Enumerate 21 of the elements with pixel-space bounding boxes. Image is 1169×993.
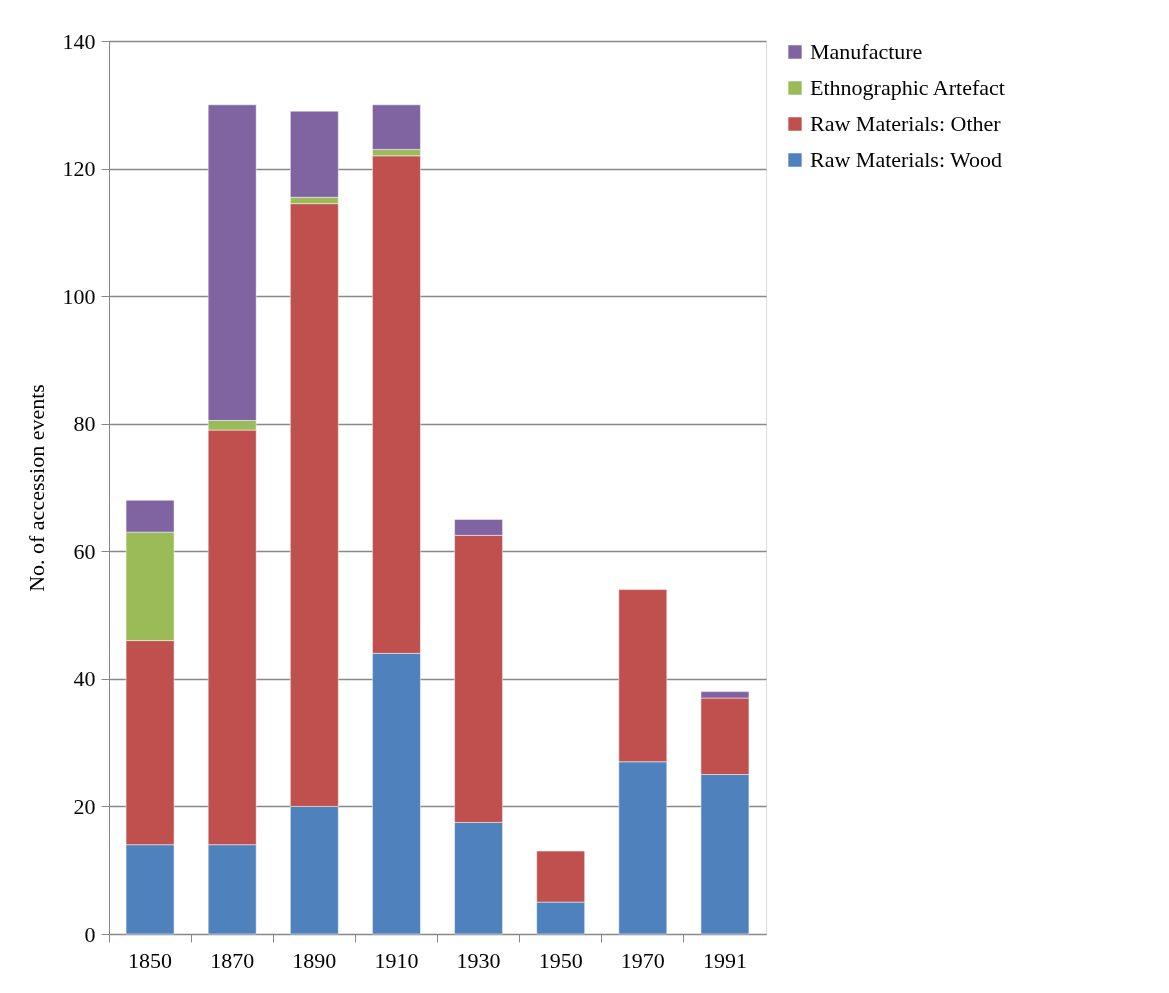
y-tick-label: 0 [84, 921, 96, 947]
x-tick-label: 1910 [374, 947, 419, 973]
x-tick-label: 1991 [702, 947, 747, 973]
x-tick-label: 1870 [210, 947, 255, 973]
legend-label: Raw Materials: Wood [810, 147, 1003, 172]
x-tick-label: 1950 [538, 947, 583, 973]
x-tick-label: 1930 [456, 947, 501, 973]
legend-label: Ethnographic Artefact [810, 75, 1005, 100]
y-axis-title: No. of accession events [23, 384, 49, 592]
x-tick-label: 1970 [620, 947, 665, 973]
x-tick-label: 1890 [292, 947, 337, 973]
y-tick-label: 140 [62, 28, 96, 54]
y-tick-label: 100 [62, 283, 96, 309]
legend-label: Manufacture [810, 39, 923, 64]
y-tick-label: 120 [62, 156, 96, 182]
y-tick-label: 60 [73, 538, 96, 564]
x-tick-label: 1850 [128, 947, 173, 973]
y-tick-label: 40 [73, 666, 96, 692]
legend-label: Raw Materials: Other [810, 111, 1002, 136]
y-tick-label: 20 [73, 793, 96, 819]
y-tick-label: 80 [73, 411, 96, 437]
